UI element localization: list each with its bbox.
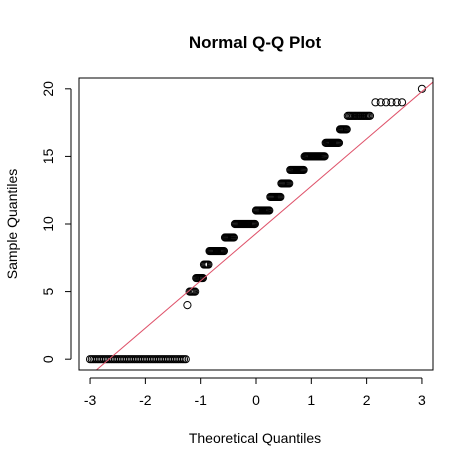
y-tick-label: 10	[40, 216, 56, 232]
data-points	[85, 84, 427, 364]
y-tick-label: 0	[40, 355, 56, 363]
y-tick-label: 5	[40, 287, 56, 295]
data-point	[265, 206, 274, 215]
data-point	[320, 152, 329, 161]
data-point	[397, 98, 407, 107]
x-tick-label: 0	[252, 392, 260, 408]
data-point	[181, 355, 190, 364]
data-point	[299, 165, 308, 175]
data-point	[382, 98, 391, 107]
data-point	[392, 98, 401, 107]
x-tick-label: 3	[418, 392, 426, 408]
data-point	[229, 233, 238, 242]
data-point	[250, 219, 259, 229]
x-tick-label: 2	[363, 392, 371, 408]
data-point	[365, 111, 375, 120]
x-tick-label: -1	[194, 392, 207, 408]
data-point	[183, 301, 192, 310]
data-point	[387, 98, 396, 107]
x-tick-label: -3	[84, 392, 97, 408]
data-point	[204, 260, 213, 269]
data-point	[376, 98, 385, 107]
y-axis: 0 5 10 15 20	[40, 81, 72, 363]
x-axis: -3 -2 -1 0 1 2 3	[84, 377, 426, 408]
data-point	[342, 125, 351, 134]
plot-title: Normal Q-Q Plot	[189, 33, 322, 52]
reference-line	[96, 81, 434, 371]
plot-frame	[78, 77, 434, 371]
y-axis-title: Sample Quantiles	[4, 169, 20, 280]
x-axis-title: Theoretical Quantiles	[189, 430, 321, 446]
data-point	[198, 273, 207, 283]
data-point	[191, 287, 200, 296]
data-point	[285, 179, 294, 188]
x-tick-label: -2	[139, 392, 152, 408]
reference-line-layer	[96, 81, 434, 371]
data-point	[334, 138, 344, 147]
data-point	[219, 246, 229, 256]
y-tick-label: 15	[40, 148, 56, 164]
data-point	[276, 192, 285, 202]
x-tick-label: 1	[307, 392, 315, 408]
y-tick-label: 20	[40, 81, 56, 97]
data-point	[371, 98, 380, 107]
